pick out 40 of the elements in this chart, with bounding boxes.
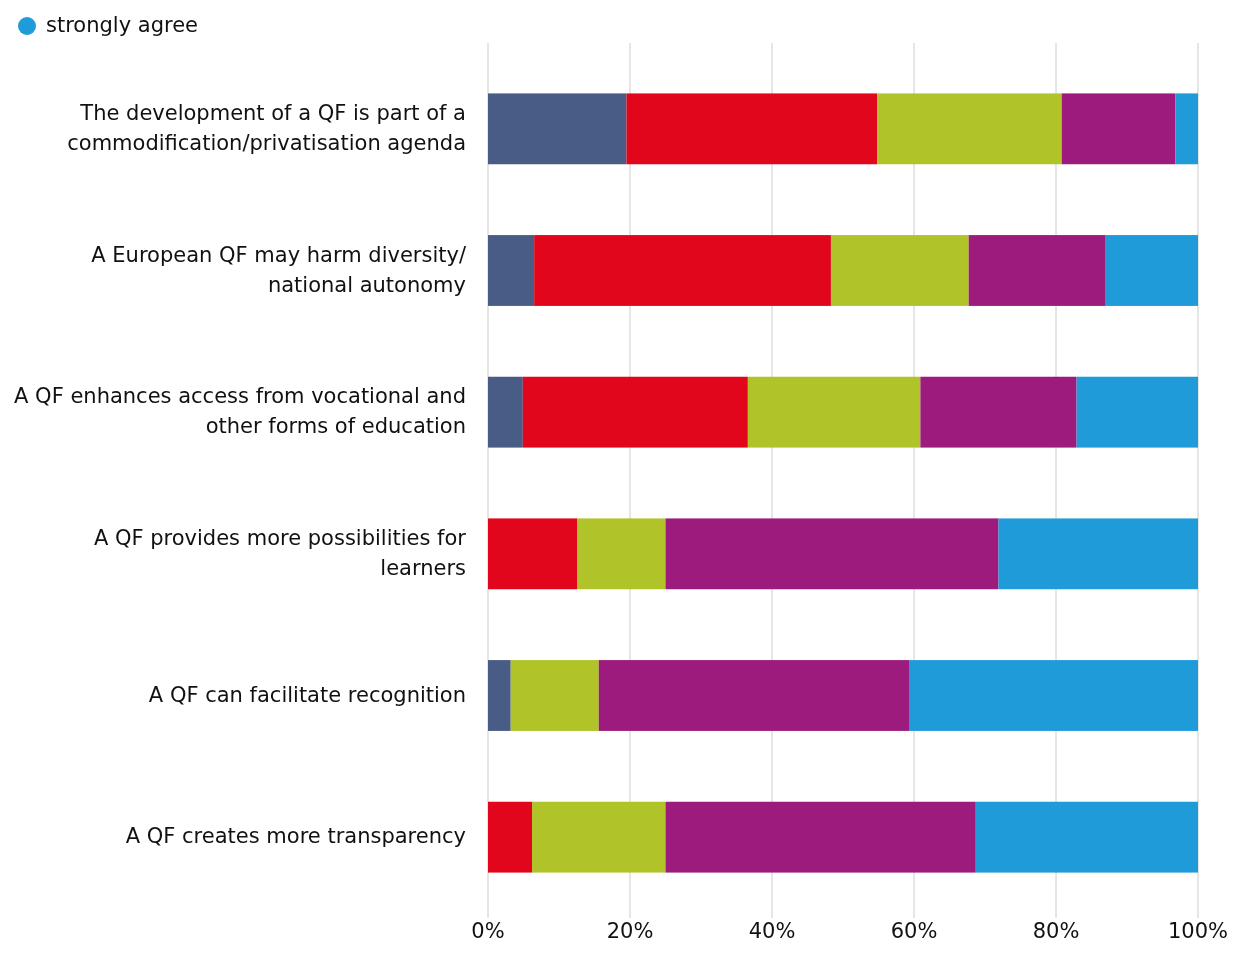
legend-label: strongly agree <box>46 13 198 37</box>
x-tick-label: 100% <box>1167 919 1229 943</box>
bar <box>830 235 969 306</box>
x-tick-label: 20% <box>606 919 654 943</box>
y-tick-label: A QF creates more transparency <box>125 824 466 849</box>
y-tick-label: The development of a QF is part of a commodification/privatisation agenda <box>67 100 466 155</box>
bar <box>488 660 511 731</box>
bar <box>665 801 976 873</box>
bar <box>532 801 666 873</box>
bar <box>488 518 578 590</box>
y-tick-label: A QF provides more possibilities for learners <box>93 525 467 580</box>
bar <box>1076 376 1198 448</box>
bar <box>909 660 1198 731</box>
bar <box>1061 93 1176 165</box>
bar <box>920 376 1077 448</box>
bar <box>877 93 1062 165</box>
y-tick-label: A QF enhances access from vocational and other forms of education <box>14 384 466 439</box>
bar <box>747 376 921 448</box>
x-tick-label: 40% <box>748 919 796 943</box>
x-tick-label: 0% <box>471 919 505 943</box>
bar <box>488 376 523 448</box>
bar <box>577 518 666 590</box>
bar <box>1105 235 1198 306</box>
y-tick-label: A European QF may harm diversity/ national autonomy <box>91 242 467 297</box>
bar <box>598 660 910 731</box>
bar <box>626 93 878 165</box>
bar <box>488 93 627 165</box>
bar <box>510 660 599 731</box>
bar <box>998 518 1198 590</box>
bar <box>1175 93 1198 165</box>
bar <box>975 801 1198 873</box>
x-tick-label: 60% <box>890 919 938 943</box>
bar <box>522 376 748 448</box>
bar <box>968 235 1106 306</box>
y-tick-label: A QF can facilitate recognition <box>148 682 466 707</box>
x-tick-label: 80% <box>1032 919 1080 943</box>
bar <box>534 235 831 306</box>
bar <box>488 801 533 873</box>
bar <box>665 518 999 590</box>
bar <box>488 235 535 306</box>
